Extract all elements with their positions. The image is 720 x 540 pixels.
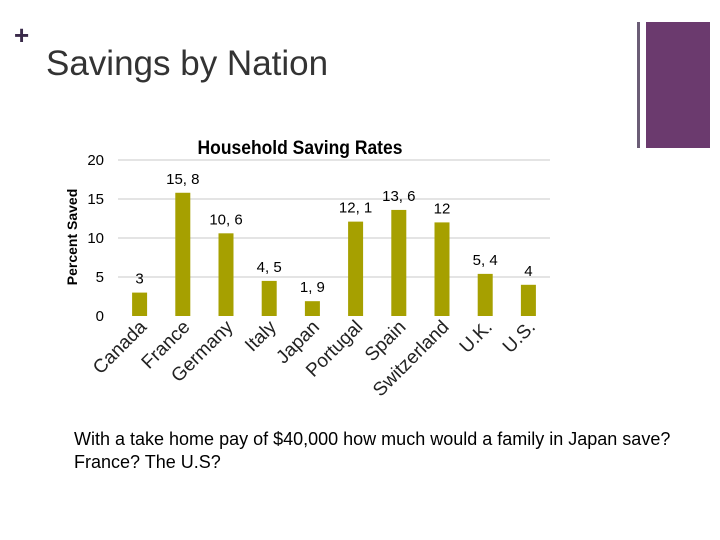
data-label: 1, 9 xyxy=(300,279,325,296)
y-tick-labels: 0 5 10 15 20 xyxy=(87,152,104,325)
category-label: U.K. xyxy=(456,317,497,358)
bar xyxy=(132,292,148,316)
data-label: 3 xyxy=(135,271,143,288)
category-label: U.S. xyxy=(499,317,540,358)
bar xyxy=(434,222,450,316)
bar xyxy=(348,221,364,316)
bar xyxy=(304,301,320,316)
bar xyxy=(218,233,234,316)
bars xyxy=(132,192,536,316)
data-label: 4, 5 xyxy=(257,259,282,276)
bar xyxy=(391,209,407,316)
bar xyxy=(175,192,191,316)
slide-title: Savings by Nation xyxy=(46,44,329,83)
data-label: 4 xyxy=(524,263,532,280)
y-tick-label: 20 xyxy=(87,152,104,169)
bar xyxy=(477,273,493,316)
data-label: 15, 8 xyxy=(166,171,199,188)
chart-title: Household Saving Rates xyxy=(198,136,403,158)
y-tick-label: 15 xyxy=(87,191,104,208)
decorative-line xyxy=(637,22,640,148)
data-label: 5, 4 xyxy=(473,252,498,269)
decorative-block xyxy=(646,22,710,148)
bar xyxy=(261,280,277,316)
y-axis-label: Percent Saved xyxy=(64,189,80,286)
category-label: Canada xyxy=(89,316,151,378)
bar xyxy=(520,284,536,316)
data-label: 10, 6 xyxy=(209,211,242,228)
plus-mark: + xyxy=(14,20,30,50)
y-tick-label: 0 xyxy=(96,308,104,325)
data-label: 12 xyxy=(434,200,451,217)
household-saving-chart: 3 15, 8 10, 6 4, 5 1, 9 12, 1 13, 6 12 5, 4 4 0 5 1… xyxy=(64,136,550,401)
y-tick-label: 5 xyxy=(96,269,104,286)
data-labels: 3 15, 8 10, 6 4, 5 1, 9 12, 1 13, 6 12 5, 4 4 xyxy=(135,171,532,296)
caption-question: With a take home pay of $40,000 how much… xyxy=(74,429,671,472)
data-label: 12, 1 xyxy=(339,200,372,217)
y-tick-label: 10 xyxy=(87,230,104,247)
data-label: 13, 6 xyxy=(382,188,415,205)
